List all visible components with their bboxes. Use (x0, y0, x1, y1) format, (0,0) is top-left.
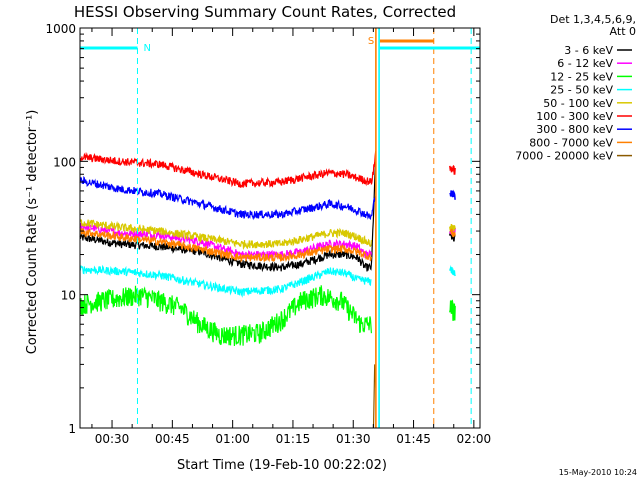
x-tick-label-01:00: 01:00 (215, 432, 250, 446)
series-line-25-50-keV-kev (79, 264, 372, 298)
legend-label: 50 - 100 keV (543, 97, 613, 110)
y-tick-label-100: 100 (53, 155, 76, 169)
x-tick-label-02:00: 02:00 (457, 432, 492, 446)
legend-label: 300 - 800 keV (536, 123, 613, 136)
y-tick-label-1: 1 (68, 422, 76, 436)
y-axis-label: Corrected Count Rate (s⁻¹ detector⁻¹) (25, 110, 40, 355)
timestamp: 15-May-2010 10:24 (559, 468, 637, 477)
series-tail-800-7000-keV-kev (449, 228, 456, 238)
legend-title-line: Att 0 (610, 25, 636, 38)
series-line-300-800-keV-kev (79, 175, 377, 221)
chart-title: HESSI Observing Summary Count Rates, Cor… (74, 3, 456, 21)
x-tick-label-00:30: 00:30 (95, 432, 130, 446)
legend-label: 7000 - 20000 keV (515, 150, 613, 163)
x-axis-label: Start Time (19-Feb-10 00:22:02) (177, 458, 387, 473)
x-tick-label-01:45: 01:45 (396, 432, 431, 446)
series-tail-100-300-keV-kev (449, 164, 456, 175)
legend-label: 12 - 25 keV (550, 70, 613, 83)
series-line-800-7000-keV-kev (79, 228, 372, 263)
y-tick-label-10: 10 (61, 289, 76, 303)
y-axis: 1 10 100 1000 (45, 22, 480, 436)
series-layer (79, 151, 456, 429)
x-axis: 00:30 00:45 01:00 01:15 01:30 01:45 02:00 (91, 28, 492, 446)
series-line-12-25-keV-kev (79, 285, 372, 347)
series-tail-25-50-keV-kev (449, 264, 456, 277)
series-tail-12-25-keV-kev (449, 299, 456, 321)
series-tail-300-800-keV-kev (449, 189, 456, 200)
plot-frame (79, 27, 481, 429)
legend-label: 3 - 6 keV (564, 44, 613, 57)
legend-title-line: Det 1,3,4,5,6,9, (550, 13, 636, 26)
y-tick-label-1000: 1000 (45, 22, 76, 36)
flags-layer: NS (80, 28, 480, 428)
legend-label: 100 - 300 keV (536, 110, 613, 123)
flag-label-s: S (368, 36, 374, 47)
flag-label-n: N (143, 43, 150, 54)
series-line-100-300-keV-kev (79, 151, 377, 189)
legend-label: 6 - 12 keV (557, 57, 613, 70)
series-line-50-100-keV-kev (79, 219, 372, 250)
series-tail-50-100-keV-kev (449, 224, 456, 232)
legend-label: 25 - 50 keV (550, 84, 613, 97)
x-tick-label-01:15: 01:15 (276, 432, 311, 446)
x-tick-label-01:30: 01:30 (336, 432, 371, 446)
x-tick-label-00:45: 00:45 (155, 432, 190, 446)
legend-label: 800 - 7000 keV (529, 136, 613, 149)
